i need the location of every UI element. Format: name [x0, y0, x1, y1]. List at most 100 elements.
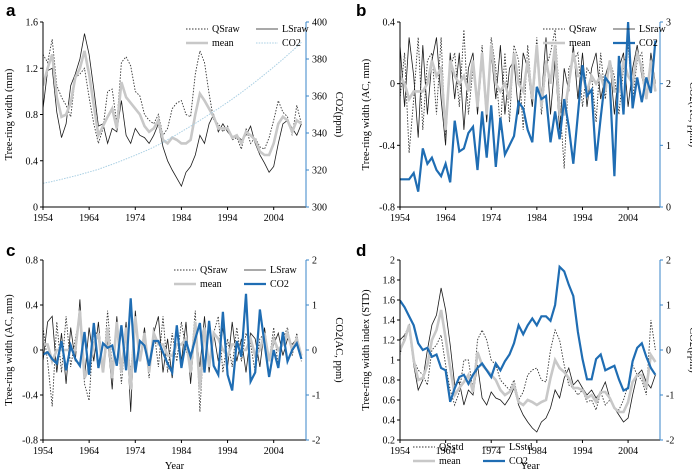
legend-label-qsraw: QSraw: [569, 24, 598, 35]
y-tick-label: -0.4: [22, 391, 38, 402]
y2-tick-label: -2: [666, 436, 674, 447]
series-line-mean: [400, 309, 657, 414]
y-tick-label: 0.4: [383, 416, 396, 427]
panel-b: b 1954 1964 1974 1984 1994 2004 -0.8 -0.4 0 0.4 0 1 2…: [356, 1, 692, 224]
y-tick-label: 0.8: [26, 256, 39, 267]
series-line-mean: [43, 50, 303, 157]
x-tick-label: 1964: [79, 446, 99, 457]
legend-label-lsstd: LSstd: [509, 442, 532, 453]
y-axis-label: Tree-ring width index (STD): [361, 289, 372, 411]
y-tick-label: 0: [33, 346, 38, 357]
legend: QSraw LSraw mean CO2: [174, 265, 297, 290]
y-tick-label: 1.6: [383, 296, 396, 307]
y2-tick-label: 0: [312, 346, 317, 357]
series-group: [43, 293, 303, 412]
x-tick-label: 1984: [171, 213, 191, 224]
legend-label-mean: mean: [212, 38, 234, 49]
x-tick-label: 1984: [171, 446, 191, 457]
x-tick-label: 1974: [125, 446, 145, 457]
x-tick-label: 1954: [33, 213, 53, 224]
y2-tick-label: 380: [312, 55, 327, 66]
y2-axis-label: CO2(AC, ppm): [333, 317, 344, 383]
x-tick-label: 1984: [527, 213, 547, 224]
y2-tick-label: 0: [666, 346, 671, 357]
y-tick-label: 0.8: [383, 376, 396, 387]
y2-tick-label: 400: [312, 18, 327, 29]
y-tick-label: 0.8: [26, 110, 39, 121]
y2-tick-label: 340: [312, 129, 327, 140]
x-tick-label: 1964: [436, 213, 456, 224]
x-axis-label: Year: [520, 461, 540, 472]
y-axis-label: Tree-ring width (AC, mm): [4, 294, 15, 406]
x-tick-label: 1984: [527, 446, 547, 457]
series-line-co2: [400, 22, 657, 192]
y-tick-label: 0: [33, 203, 38, 214]
legend-label-mean: mean: [569, 38, 591, 49]
panel-a: a 1954 1964 1974 1984 1994 2004 0 0.4 0.8 1.2 1.6 30…: [4, 1, 344, 224]
y-tick-label: 0: [390, 79, 395, 90]
series-line-qsraw: [43, 310, 302, 412]
y2-tick-label: 320: [312, 166, 327, 177]
series-line-mean: [43, 310, 303, 390]
y-tick-label: 0.4: [26, 301, 39, 312]
panel-d: d 1954 1964 1974 1984 1994 2004 0.2 0.4 0.6 0.8 1 1.…: [356, 241, 692, 472]
y2-tick-label: 2: [312, 256, 317, 267]
legend-label-qsraw: QSraw: [212, 24, 241, 35]
series-group: [400, 264, 657, 433]
x-tick-label: 1994: [572, 213, 592, 224]
legend-label-mean: mean: [439, 456, 461, 467]
series-line-qsraw: [43, 39, 302, 151]
legend-label-mean: mean: [200, 279, 222, 290]
legend-label-qsraw: QSraw: [200, 265, 229, 276]
y-tick-label: 0.4: [383, 18, 396, 29]
x-tick-label: 1994: [218, 446, 238, 457]
legend-label-lsraw: LSraw: [639, 24, 666, 35]
y-tick-label: 1.2: [26, 64, 39, 75]
y2-axis-label: CO2(AC, ppm): [687, 82, 692, 148]
series-line-lsraw: [43, 299, 302, 412]
x-tick-label: 2004: [618, 446, 638, 457]
y-tick-label: 0.4: [26, 156, 39, 167]
y2-tick-label: -1: [312, 391, 320, 402]
x-tick-label: 2004: [264, 446, 284, 457]
y2-tick-label: -2: [312, 436, 320, 447]
y-tick-label: 0.2: [383, 436, 396, 447]
y2-tick-label: 2: [666, 256, 671, 267]
x-tick-label: 1994: [218, 213, 238, 224]
legend-label-co2: CO2: [509, 456, 528, 467]
y-tick-label: -0.8: [22, 436, 38, 447]
series-line-qsraw: [400, 29, 656, 169]
series-line-lsraw: [43, 33, 302, 188]
panel-letter-c: c: [6, 241, 15, 260]
x-tick-label: 1994: [572, 446, 592, 457]
legend-label-co2: CO2: [639, 38, 658, 49]
legend: QSraw LSraw mean CO2: [186, 24, 309, 49]
y2-axis-label: CO2(ppm): [333, 92, 344, 138]
panel-letter-a: a: [6, 1, 16, 20]
y2-tick-label: 1: [312, 301, 317, 312]
y-tick-label: 1.4: [383, 316, 396, 327]
legend-label-co2: CO2: [282, 38, 301, 49]
series-line-co2: [400, 264, 657, 403]
y-axis-label: Tree-ring width (AC, mm): [361, 58, 372, 170]
y-tick-label: 2: [390, 256, 395, 267]
panel-letter-b: b: [356, 1, 366, 20]
y-tick-label: 1.2: [383, 336, 396, 347]
x-tick-label: 1954: [390, 213, 410, 224]
y2-tick-label: 2: [666, 79, 671, 90]
x-tick-label: 1974: [481, 213, 501, 224]
panel-c: c 1954 1964 1974 1984 1994 2004 -0.8 -0.4 0 0.4 0.8…: [4, 241, 344, 472]
x-tick-label: 1954: [33, 446, 53, 457]
y2-tick-label: 1: [666, 301, 671, 312]
x-tick-label: 1964: [436, 446, 456, 457]
y2-axis-label: CO2(ppm): [687, 327, 692, 373]
panel-letter-d: d: [356, 241, 366, 260]
x-tick-label: 1964: [79, 213, 99, 224]
x-tick-label: 2004: [618, 213, 638, 224]
legend-label-co2: CO2: [270, 279, 289, 290]
y2-tick-label: 3: [666, 18, 671, 29]
legend-label-qsstd: QSstd: [439, 442, 463, 453]
x-axis-label: Year: [165, 461, 185, 472]
x-tick-label: 1954: [390, 446, 410, 457]
